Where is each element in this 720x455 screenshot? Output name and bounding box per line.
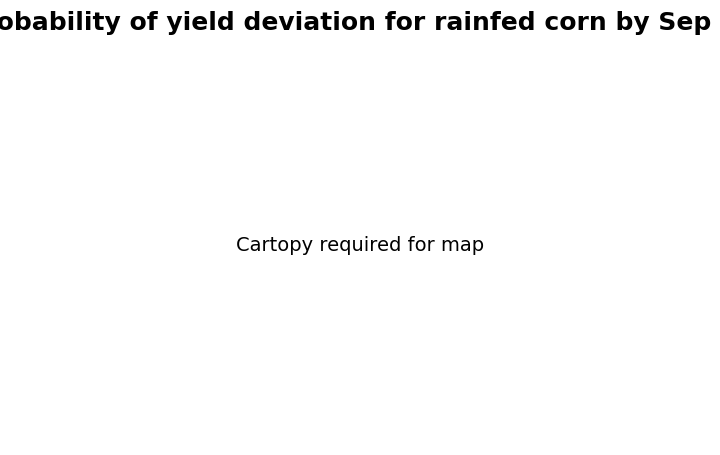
Text: Cartopy required for map: Cartopy required for map xyxy=(236,236,484,255)
Text: Probability of yield deviation for rainfed corn by Sep 17: Probability of yield deviation for rainf… xyxy=(0,11,720,35)
